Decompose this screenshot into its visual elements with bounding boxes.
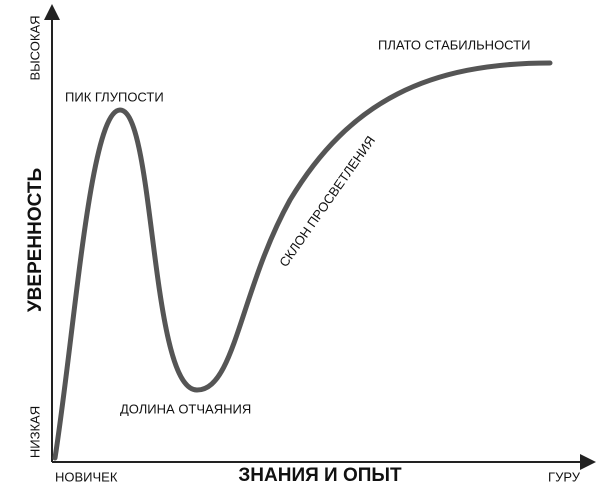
x-axis-title: ЗНАНИЯ И ОПЫТ [238,465,402,486]
x-end-label: ГУРУ [548,469,581,484]
y-low-label: НИЗКАЯ [27,406,42,458]
peak-label: ПИК ГЛУПОСТИ [65,89,164,104]
y-high-label: ВЫСОКАЯ [27,15,42,80]
plateau-label: ПЛАТО СТАБИЛЬНОСТИ [378,37,530,52]
y-axis-title: УВЕРЕННОСТЬ [25,168,46,312]
x-start-label: НОВИЧЕК [55,469,118,484]
valley-label: ДОЛИНА ОТЧАЯНИЯ [120,401,251,416]
confidence-curve [52,60,553,461]
